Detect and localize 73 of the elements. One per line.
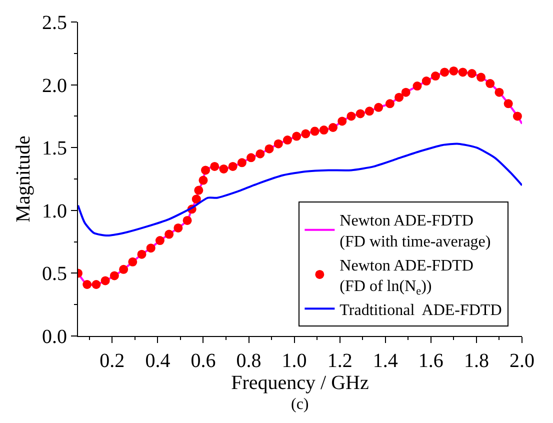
y-tick-label: 1.0: [42, 200, 67, 222]
point: [237, 158, 246, 168]
point: [467, 69, 476, 78]
point: [182, 216, 192, 225]
point: [494, 88, 504, 97]
point: [82, 280, 92, 289]
point: [128, 257, 138, 266]
x-tick-label: 1.8: [464, 350, 489, 372]
point: [110, 271, 119, 280]
point: [274, 139, 283, 148]
legend-label: Tradtitional ADE-FDTD: [340, 302, 502, 319]
x-tick-label: 1.0: [282, 350, 307, 372]
x-tick-label: 0.8: [236, 350, 262, 372]
point: [282, 136, 292, 145]
x-tick-label: 0.6: [190, 350, 216, 372]
point: [292, 132, 302, 141]
point: [449, 66, 458, 76]
legend-label: Newton ADE-FDTD (FD with time-average): [340, 212, 491, 251]
point: [486, 79, 495, 88]
point: [174, 223, 183, 232]
x-tick-label: 0.2: [100, 350, 125, 372]
point: [401, 88, 410, 97]
point: [310, 126, 320, 136]
y-axis-title: Magnitude: [12, 136, 34, 222]
point: [164, 230, 174, 239]
y-tick-label: 0.0: [42, 326, 67, 348]
point: [146, 244, 156, 253]
point: [364, 106, 374, 116]
point: [504, 99, 513, 108]
y-tick-label: 2.0: [42, 74, 67, 97]
point: [256, 149, 265, 158]
point: [219, 164, 228, 174]
x-tick-label: 1.6: [418, 350, 444, 372]
point: [512, 112, 522, 121]
point: [319, 126, 328, 135]
point: [246, 153, 256, 162]
point: [458, 68, 468, 77]
point: [394, 92, 404, 102]
point: [92, 280, 101, 289]
x-tick-label: 0.4: [145, 350, 170, 372]
point: [476, 72, 486, 82]
point: [198, 176, 208, 185]
point: [210, 162, 220, 171]
point: [328, 123, 338, 132]
point: [155, 236, 164, 246]
point: [430, 72, 440, 81]
point: [440, 68, 450, 77]
point: [119, 264, 128, 274]
y-tick-label: 1.5: [42, 138, 67, 160]
y-tick-label: 2.5: [42, 12, 67, 34]
legend-label: Newton ADE-FDTD (FD of ln(N$_{e}$)): [340, 257, 474, 298]
point: [194, 186, 204, 195]
point: [422, 76, 431, 86]
point: [338, 116, 347, 126]
point: [385, 99, 394, 108]
point: [228, 162, 238, 171]
x-tick-label: 2.0: [510, 350, 534, 372]
point: [100, 276, 110, 286]
point: [356, 109, 365, 118]
point: [137, 250, 146, 259]
point: [192, 194, 201, 204]
x-tick-label: 1.4: [372, 350, 398, 372]
line-series: [78, 142, 522, 237]
point: [201, 166, 210, 175]
point: [374, 102, 384, 112]
y-tick-label: 0.5: [42, 263, 67, 286]
x-axis-title: Frequency / GHz: [231, 372, 369, 394]
point: [264, 144, 274, 154]
point: [412, 82, 422, 91]
point: [301, 129, 310, 138]
point: [346, 112, 356, 121]
x-tick-label: 1.2: [327, 350, 352, 372]
text: (c): [291, 396, 309, 413]
